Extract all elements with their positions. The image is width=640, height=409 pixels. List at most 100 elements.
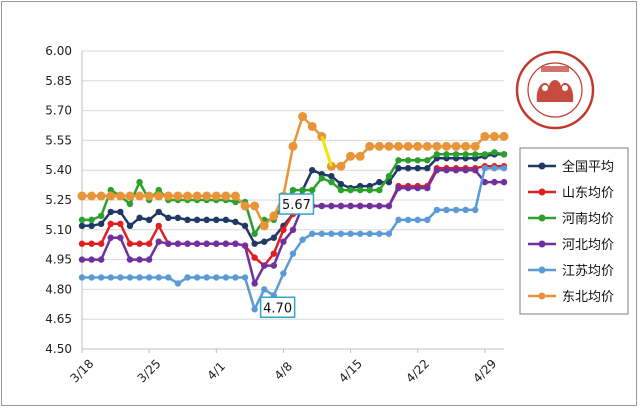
legend-entry: 河北均价	[528, 238, 614, 253]
data-point	[328, 230, 335, 237]
data-point	[500, 178, 508, 186]
data-point	[232, 198, 239, 206]
data-point	[184, 216, 191, 224]
data-point	[395, 165, 402, 172]
data-point	[154, 191, 164, 201]
data-point	[145, 216, 153, 224]
data-point	[404, 184, 412, 192]
data-point	[117, 274, 124, 281]
data-point	[78, 240, 86, 247]
data-point	[125, 191, 135, 201]
data-point	[470, 141, 480, 151]
data-point	[270, 262, 278, 269]
data-point	[443, 206, 450, 214]
data-point	[213, 240, 220, 247]
x-tick-label: 3/25	[135, 357, 164, 386]
data-point	[192, 191, 202, 201]
data-point	[144, 191, 154, 201]
y-tick-label: 5.85	[45, 74, 72, 88]
legend-swatch-marker	[538, 214, 546, 222]
data-point	[251, 254, 258, 261]
data-point	[480, 131, 490, 141]
series-3	[78, 167, 508, 287]
data-point	[241, 242, 249, 249]
data-point	[126, 274, 134, 281]
data-point	[337, 230, 345, 237]
data-point	[88, 274, 95, 281]
legend-swatch-marker	[538, 188, 546, 196]
series-5	[77, 112, 509, 231]
data-point	[97, 240, 105, 247]
data-point	[356, 230, 364, 237]
data-point	[145, 240, 153, 247]
data-point	[452, 167, 460, 174]
data-point	[384, 141, 394, 151]
data-point	[213, 216, 220, 224]
data-point	[155, 208, 162, 216]
data-point	[441, 141, 451, 151]
legend-entry: 江苏均价	[528, 263, 614, 279]
data-point	[202, 191, 212, 201]
y-tick-label: 6.00	[45, 44, 72, 58]
data-point	[308, 167, 316, 174]
data-point	[77, 191, 87, 201]
data-point	[97, 220, 105, 228]
data-point	[270, 250, 278, 257]
data-point	[115, 191, 125, 201]
data-point	[395, 184, 402, 192]
callout-label: 4.70	[263, 301, 292, 316]
data-point	[472, 167, 479, 174]
data-point	[355, 151, 365, 161]
data-point	[107, 208, 114, 216]
data-point	[117, 234, 124, 241]
legend-label: 江苏均价	[562, 263, 614, 279]
annotations: 5.67 4.70	[259, 135, 333, 319]
data-point	[107, 186, 114, 194]
y-tick-label: 5.25	[45, 193, 72, 207]
data-point	[337, 186, 345, 194]
legend-swatch-marker	[538, 162, 546, 170]
data-point	[88, 240, 95, 247]
legend-entry: 河南均价	[528, 211, 614, 227]
data-point	[135, 191, 145, 201]
data-point	[230, 191, 240, 201]
data-point	[318, 174, 325, 182]
data-point	[403, 141, 413, 151]
data-point	[472, 206, 479, 214]
callout-border	[259, 296, 296, 319]
data-point	[289, 226, 297, 233]
data-point	[413, 141, 423, 151]
series-4	[78, 165, 508, 313]
callout-border	[278, 193, 315, 215]
data-point	[145, 274, 153, 281]
data-point	[414, 165, 421, 172]
data-point	[424, 184, 431, 192]
data-point	[404, 165, 412, 172]
data-point	[126, 222, 134, 230]
data-point	[328, 172, 335, 180]
data-point	[404, 157, 412, 164]
data-point	[261, 286, 268, 293]
data-point	[414, 184, 421, 192]
data-point	[155, 274, 162, 281]
y-tick-label: 4.50	[45, 342, 72, 356]
data-point	[424, 157, 431, 164]
data-point	[433, 206, 441, 214]
data-point	[261, 262, 268, 269]
data-point	[347, 230, 354, 237]
data-point	[404, 216, 412, 224]
y-tick-label: 5.70	[45, 104, 72, 118]
data-point	[337, 180, 345, 188]
data-point	[414, 157, 421, 164]
data-point	[145, 256, 153, 263]
data-point	[336, 161, 346, 171]
data-point	[232, 218, 239, 226]
data-point	[136, 178, 143, 186]
data-point	[173, 191, 183, 201]
x-tick-label: 4/8	[272, 359, 296, 383]
data-point	[280, 238, 287, 245]
data-point	[165, 240, 172, 247]
data-point	[126, 200, 134, 208]
